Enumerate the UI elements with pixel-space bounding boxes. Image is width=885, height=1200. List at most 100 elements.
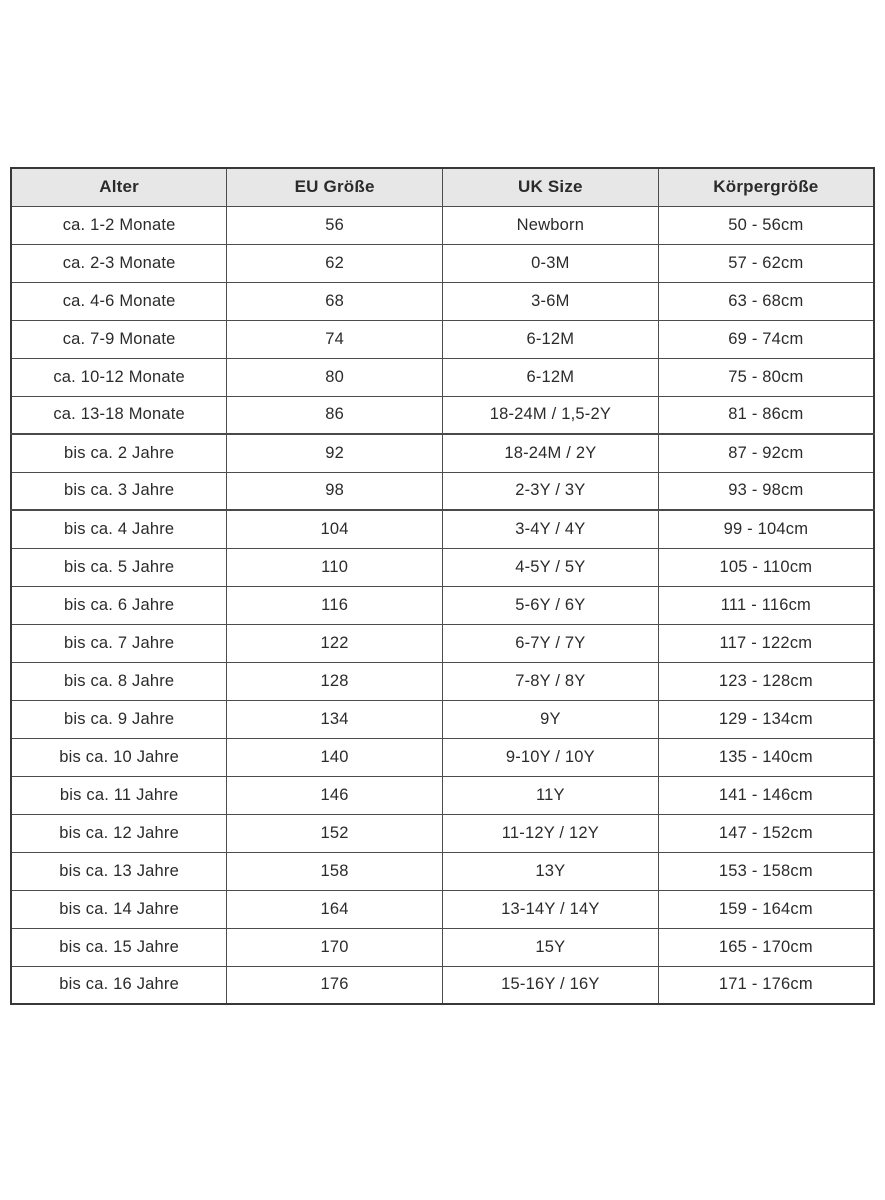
table-cell: 9Y bbox=[442, 699, 659, 739]
table-cell: 152 bbox=[226, 813, 443, 853]
table-row: bis ca. 15 Jahre 170 15Y 165 - 170cm bbox=[10, 927, 875, 967]
table-cell: 6-7Y / 7Y bbox=[442, 623, 659, 663]
table-header: Alter EU Größe UK Size Körpergröße bbox=[10, 167, 875, 207]
table-cell: bis ca. 7 Jahre bbox=[10, 623, 228, 663]
table-cell: 164 bbox=[226, 889, 443, 929]
table-cell: 165 - 170cm bbox=[657, 927, 875, 967]
table-cell: 123 - 128cm bbox=[657, 661, 875, 701]
column-header: UK Size bbox=[442, 167, 659, 207]
table-cell: ca. 1-2 Monate bbox=[10, 205, 228, 245]
table-cell: bis ca. 3 Jahre bbox=[10, 471, 228, 511]
table-cell: bis ca. 12 Jahre bbox=[10, 813, 228, 853]
table-cell: 86 bbox=[226, 395, 443, 435]
table-cell: bis ca. 5 Jahre bbox=[10, 547, 228, 587]
table-cell: bis ca. 16 Jahre bbox=[10, 965, 228, 1005]
table-cell: 159 - 164cm bbox=[657, 889, 875, 929]
table-body: ca. 1-2 Monate 56 Newborn 50 - 56cm ca. 2-3 … bbox=[10, 205, 875, 1005]
table-cell: 11Y bbox=[442, 775, 659, 815]
table-cell: 92 bbox=[226, 433, 443, 473]
table-cell: ca. 10-12 Monate bbox=[10, 357, 228, 397]
table-cell: 2-3Y / 3Y bbox=[442, 471, 659, 511]
table-cell: ca. 13-18 Monate bbox=[10, 395, 228, 435]
table-cell: 80 bbox=[226, 357, 443, 397]
table-cell: 50 - 56cm bbox=[657, 205, 875, 245]
table-row: ca. 10-12 Monate 80 6-12M 75 - 80cm bbox=[10, 357, 875, 397]
table-cell: 122 bbox=[226, 623, 443, 663]
table-cell: Newborn bbox=[442, 205, 659, 245]
table-cell: 68 bbox=[226, 281, 443, 321]
table-row: ca. 13-18 Monate 86 18-24M / 1,5-2Y 81 - 86… bbox=[10, 395, 875, 435]
table-cell: bis ca. 13 Jahre bbox=[10, 851, 228, 891]
table-cell: 6-12M bbox=[442, 319, 659, 359]
table-cell: 170 bbox=[226, 927, 443, 967]
table-row: bis ca. 11 Jahre 146 11Y 141 - 146cm bbox=[10, 775, 875, 815]
table-cell: 11-12Y / 12Y bbox=[442, 813, 659, 853]
table-cell: 98 bbox=[226, 471, 443, 511]
table-cell: 81 - 86cm bbox=[657, 395, 875, 435]
table-cell: 111 - 116cm bbox=[657, 585, 875, 625]
table-cell: 4-5Y / 5Y bbox=[442, 547, 659, 587]
table-cell: 117 - 122cm bbox=[657, 623, 875, 663]
table-row: bis ca. 8 Jahre 128 7-8Y / 8Y 123 - 128cm bbox=[10, 661, 875, 701]
table-cell: 171 - 176cm bbox=[657, 965, 875, 1005]
table-row: bis ca. 7 Jahre 122 6-7Y / 7Y 117 - 122cm bbox=[10, 623, 875, 663]
table-row: ca. 2-3 Monate 62 0-3M 57 - 62cm bbox=[10, 243, 875, 283]
table-row: bis ca. 2 Jahre 92 18-24M / 2Y 87 - 92cm bbox=[10, 433, 875, 473]
table-cell: 13Y bbox=[442, 851, 659, 891]
table-cell: 0-3M bbox=[442, 243, 659, 283]
table-cell: 74 bbox=[226, 319, 443, 359]
table-row: bis ca. 4 Jahre 104 3-4Y / 4Y 99 - 104cm bbox=[10, 509, 875, 549]
table-cell: 15-16Y / 16Y bbox=[442, 965, 659, 1005]
table-cell: bis ca. 15 Jahre bbox=[10, 927, 228, 967]
table-row: bis ca. 6 Jahre 116 5-6Y / 6Y 111 - 116cm bbox=[10, 585, 875, 625]
table-cell: 15Y bbox=[442, 927, 659, 967]
table-cell: bis ca. 14 Jahre bbox=[10, 889, 228, 929]
table-cell: 146 bbox=[226, 775, 443, 815]
column-header: Alter bbox=[10, 167, 228, 207]
size-chart-table: Alter EU Größe UK Size Körpergröße ca. 1-2 … bbox=[10, 167, 875, 1005]
table-cell: 141 - 146cm bbox=[657, 775, 875, 815]
table-cell: bis ca. 6 Jahre bbox=[10, 585, 228, 625]
table-row: ca. 4-6 Monate 68 3-6M 63 - 68cm bbox=[10, 281, 875, 321]
table-cell: 62 bbox=[226, 243, 443, 283]
table-row: bis ca. 13 Jahre 158 13Y 153 - 158cm bbox=[10, 851, 875, 891]
table-row: bis ca. 9 Jahre 134 9Y 129 - 134cm bbox=[10, 699, 875, 739]
table-cell: 6-12M bbox=[442, 357, 659, 397]
table-cell: 104 bbox=[226, 509, 443, 549]
table-row: bis ca. 5 Jahre 110 4-5Y / 5Y 105 - 110cm bbox=[10, 547, 875, 587]
table-cell: 147 - 152cm bbox=[657, 813, 875, 853]
table-cell: 75 - 80cm bbox=[657, 357, 875, 397]
table-cell: 176 bbox=[226, 965, 443, 1005]
column-header: Körpergröße bbox=[657, 167, 875, 207]
table-cell: bis ca. 9 Jahre bbox=[10, 699, 228, 739]
table-row: bis ca. 10 Jahre 140 9-10Y / 10Y 135 - 140c… bbox=[10, 737, 875, 777]
table-cell: 140 bbox=[226, 737, 443, 777]
table-cell: 18-24M / 2Y bbox=[442, 433, 659, 473]
table-cell: 69 - 74cm bbox=[657, 319, 875, 359]
table-cell: 135 - 140cm bbox=[657, 737, 875, 777]
table-cell: 3-4Y / 4Y bbox=[442, 509, 659, 549]
table-cell: bis ca. 4 Jahre bbox=[10, 509, 228, 549]
table-cell: 105 - 110cm bbox=[657, 547, 875, 587]
table-cell: 63 - 68cm bbox=[657, 281, 875, 321]
table-cell: 9-10Y / 10Y bbox=[442, 737, 659, 777]
table-row: bis ca. 14 Jahre 164 13-14Y / 14Y 159 - 164… bbox=[10, 889, 875, 929]
table-cell: 158 bbox=[226, 851, 443, 891]
table-cell: bis ca. 11 Jahre bbox=[10, 775, 228, 815]
table-cell: 56 bbox=[226, 205, 443, 245]
table-cell: 99 - 104cm bbox=[657, 509, 875, 549]
table-cell: 18-24M / 1,5-2Y bbox=[442, 395, 659, 435]
table-cell: 7-8Y / 8Y bbox=[442, 661, 659, 701]
header-row: Alter EU Größe UK Size Körpergröße bbox=[10, 167, 875, 207]
table-row: bis ca. 3 Jahre 98 2-3Y / 3Y 93 - 98cm bbox=[10, 471, 875, 511]
table-cell: bis ca. 10 Jahre bbox=[10, 737, 228, 777]
table-cell: ca. 4-6 Monate bbox=[10, 281, 228, 321]
table-row: ca. 7-9 Monate 74 6-12M 69 - 74cm bbox=[10, 319, 875, 359]
table-cell: 13-14Y / 14Y bbox=[442, 889, 659, 929]
table-cell: bis ca. 2 Jahre bbox=[10, 433, 228, 473]
table-cell: 129 - 134cm bbox=[657, 699, 875, 739]
table-cell: 128 bbox=[226, 661, 443, 701]
table-cell: 134 bbox=[226, 699, 443, 739]
table-cell: 3-6M bbox=[442, 281, 659, 321]
